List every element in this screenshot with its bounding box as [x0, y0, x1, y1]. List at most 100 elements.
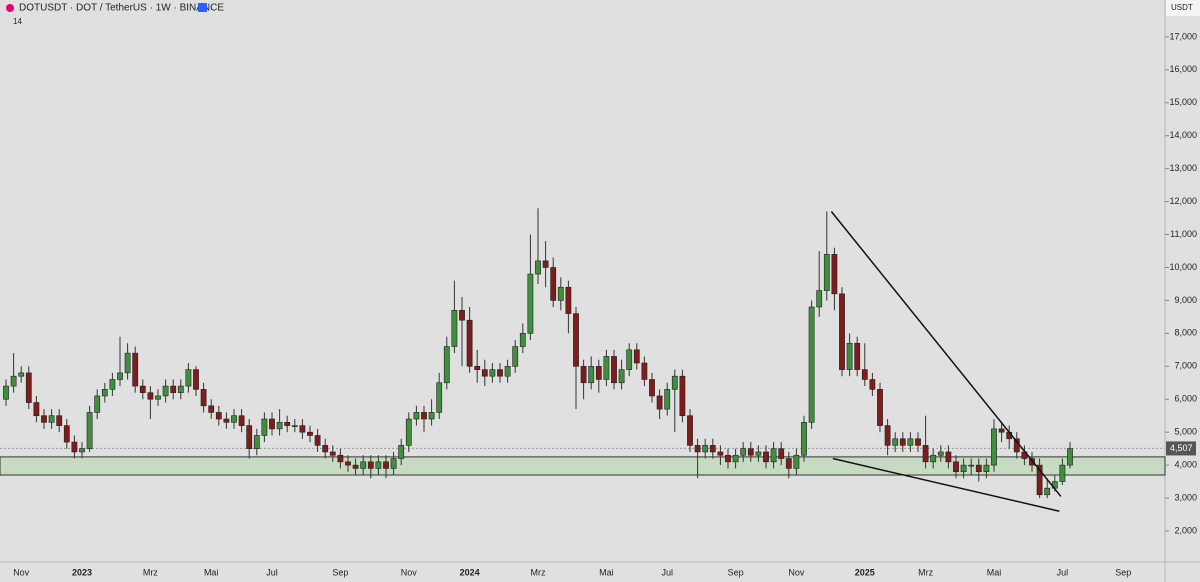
candle-body	[101, 389, 108, 397]
candle-body	[497, 369, 503, 377]
x-tick-label: Mai	[204, 567, 219, 577]
candle-body	[360, 461, 367, 469]
candle-body	[345, 461, 351, 466]
candle-body	[1036, 464, 1043, 496]
currency-box[interactable]	[1166, 0, 1200, 16]
x-tick-label: Mrz	[143, 567, 158, 577]
candle-body	[223, 418, 230, 423]
candle-body	[71, 441, 78, 453]
candle-body	[861, 369, 868, 380]
candle-body	[930, 454, 937, 463]
candle-body	[170, 385, 177, 393]
x-tick-label: Mai	[987, 567, 1002, 577]
candle-body	[299, 425, 306, 433]
candle-body	[253, 435, 260, 449]
candle-body	[770, 448, 777, 463]
candle-body	[421, 412, 427, 420]
y-tick-label: 10,000	[1169, 262, 1197, 272]
candle-body	[1067, 448, 1073, 466]
candle-body	[307, 431, 313, 436]
y-tick-label: 17,000	[1169, 31, 1197, 41]
support-zone	[0, 456, 1166, 476]
exchange-icon	[198, 3, 207, 12]
candle-body	[588, 366, 595, 384]
candle-body	[185, 369, 192, 387]
candle-body	[915, 438, 921, 446]
x-tick-label: Jul	[1057, 567, 1069, 577]
candle-body	[869, 379, 876, 390]
candle-body	[535, 260, 541, 275]
y-tick-label: 3,000	[1174, 492, 1197, 502]
x-tick-label: Nov	[788, 567, 805, 577]
candle-body	[618, 369, 625, 384]
candle-body	[801, 422, 807, 456]
candle-body	[709, 445, 716, 453]
candle-body	[322, 445, 329, 453]
candle-body	[512, 346, 519, 367]
candle-body	[291, 425, 298, 427]
chart-title: DOTUSDT · DOT / TetherUS · 1W · BINANCE	[19, 3, 224, 14]
candle-body	[998, 428, 1005, 433]
last-price-label: 4,507	[1170, 443, 1193, 453]
candle-body	[117, 372, 123, 380]
y-tick-label: 8,000	[1174, 328, 1197, 338]
candle-body	[778, 448, 785, 459]
candle-body	[246, 425, 253, 449]
candle-body	[443, 346, 450, 384]
x-tick-label: 2023	[72, 567, 92, 577]
candle-body	[413, 412, 420, 420]
y-tick-label: 6,000	[1174, 394, 1197, 404]
candle-body	[732, 454, 739, 463]
candle-body	[63, 425, 70, 443]
currency-label: USDT	[1171, 3, 1193, 12]
candle-body	[649, 379, 655, 397]
candle-body	[793, 454, 800, 469]
candle-body	[428, 412, 435, 420]
candle-body	[740, 448, 747, 456]
x-tick-label: Mrz	[918, 567, 933, 577]
candle-body	[459, 310, 465, 321]
candle-body	[937, 451, 944, 456]
x-tick-label: Jul	[266, 567, 278, 577]
y-tick-label: 15,000	[1169, 97, 1197, 107]
y-tick-label: 9,000	[1174, 295, 1197, 305]
candle-body	[284, 422, 291, 426]
candle-body	[375, 461, 382, 469]
candle-body	[679, 375, 686, 417]
x-tick-label: Sep	[728, 567, 744, 577]
candle-body	[1059, 464, 1066, 482]
candle-body	[390, 458, 397, 469]
candle-body	[785, 458, 792, 469]
candle-body	[763, 451, 769, 463]
candle-body	[725, 454, 731, 463]
candle-body	[922, 445, 929, 463]
candle-body	[747, 448, 754, 456]
symbol-icon	[6, 4, 14, 12]
candle-body	[269, 418, 275, 430]
candle-body	[367, 461, 374, 469]
candle-body	[975, 464, 982, 473]
y-tick-label: 2,000	[1174, 525, 1197, 535]
candle-body	[542, 260, 549, 268]
candle-body	[656, 395, 663, 410]
candle-body	[557, 286, 564, 301]
candle-body	[755, 451, 762, 456]
candle-body	[1044, 487, 1051, 496]
candle-body	[276, 422, 283, 430]
x-tick-label: 2024	[460, 567, 480, 577]
candle-body	[314, 435, 321, 446]
candle-body	[109, 379, 116, 390]
y-tick-label: 11,000	[1170, 229, 1197, 239]
candle-body	[1029, 458, 1035, 466]
candle-body	[717, 451, 724, 456]
candle-body	[702, 445, 709, 453]
candle-body	[983, 464, 990, 473]
candle-body	[816, 290, 823, 308]
candle-body	[155, 395, 161, 400]
candle-body	[383, 461, 389, 469]
candle-body	[595, 366, 602, 380]
candle-body	[162, 385, 169, 397]
candle-body	[565, 286, 572, 314]
candle-body	[466, 319, 473, 367]
